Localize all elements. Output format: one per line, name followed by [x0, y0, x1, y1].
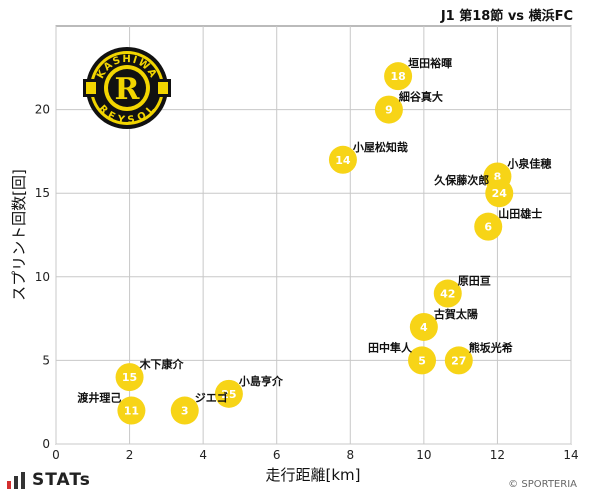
player-name-label: 小泉佳穂 [506, 156, 551, 170]
player-name-label: 山田雄士 [498, 207, 542, 221]
player-number: 4 [420, 321, 428, 334]
x-tick-label: 14 [563, 448, 578, 462]
point-marker [374, 95, 403, 124]
chart-title: J1 第18節 vs 横浜FC [440, 9, 573, 24]
point-marker [117, 396, 146, 425]
copyright: © SPORTERIA [508, 479, 577, 490]
point-marker [444, 346, 473, 375]
point-marker [409, 312, 438, 341]
player-name-label: 田中隼人 [368, 340, 413, 354]
player-name-label: 渡井理己 [77, 391, 121, 405]
player-number: 27 [451, 354, 466, 367]
point-marker [115, 363, 144, 392]
x-tick-label: 2 [126, 448, 134, 462]
x-axis-label: 走行距離[km] [265, 466, 360, 484]
brand-name: STATs [32, 470, 91, 490]
player-number: 6 [484, 221, 492, 234]
player-number: 3 [181, 405, 189, 418]
player-number: 9 [385, 104, 393, 117]
x-tick-label: 12 [490, 448, 505, 462]
y-axis-label: スプリント回数[回] [10, 169, 28, 301]
point-marker [170, 396, 199, 425]
player-name-label: 小島亨介 [238, 374, 284, 388]
player-name-label: 久保藤次郎 [434, 173, 489, 187]
player-number: 25 [221, 388, 236, 401]
data-point: 6 山田雄士 [474, 207, 542, 241]
point-marker [214, 379, 243, 408]
player-number: 5 [418, 354, 426, 367]
point-marker [433, 279, 462, 308]
player-number: 11 [124, 405, 139, 418]
player-name-label: 古賀太陽 [434, 307, 478, 321]
player-name-label: 細谷真大 [399, 90, 443, 104]
player-name-label: 熊坂光希 [469, 340, 513, 354]
player-number: 18 [390, 70, 405, 83]
team-logo: KASHIWA REYSOL R [83, 47, 171, 129]
player-name-label: ジエゴ [195, 391, 228, 405]
player-name-label: 原田亘 [458, 275, 491, 288]
player-name-label: 垣田裕暉 [408, 56, 452, 70]
player-number: 14 [335, 154, 351, 167]
point-marker [408, 346, 437, 375]
data-point: 3 ジエゴ [170, 391, 228, 425]
point-marker [384, 62, 413, 91]
logo-letter: R [115, 72, 141, 107]
player-name-label: 木下康介 [139, 357, 185, 371]
player-number: 8 [494, 170, 502, 183]
y-tick-label: 15 [35, 186, 50, 200]
point-marker [328, 145, 357, 174]
y-axis-ticks: 0 5 10 15 20 [35, 103, 50, 451]
y-tick-label: 20 [35, 103, 50, 117]
brand: STATs [6, 470, 91, 490]
x-tick-label: 4 [199, 448, 207, 462]
x-tick-label: 6 [273, 448, 281, 462]
x-tick-label: 8 [346, 448, 354, 462]
point-marker [474, 212, 503, 241]
data-point: 5 田中隼人 [368, 340, 437, 375]
y-tick-label: 0 [42, 437, 50, 451]
point-marker [485, 179, 514, 208]
y-tick-label: 10 [35, 270, 50, 284]
x-tick-label: 0 [52, 448, 60, 462]
player-number: 42 [440, 288, 455, 301]
data-point: 4 古賀太陽 [409, 307, 478, 341]
player-number: 15 [122, 371, 137, 384]
data-point: 9 細谷真大 [374, 90, 443, 124]
bar-chart-icon [7, 472, 25, 489]
x-tick-label: 10 [416, 448, 431, 462]
player-name-label: 小屋松知哉 [352, 140, 408, 154]
y-tick-label: 5 [42, 353, 50, 367]
player-number: 24 [492, 187, 508, 200]
x-axis-ticks: 0 2 4 6 8 10 12 14 [52, 448, 578, 462]
